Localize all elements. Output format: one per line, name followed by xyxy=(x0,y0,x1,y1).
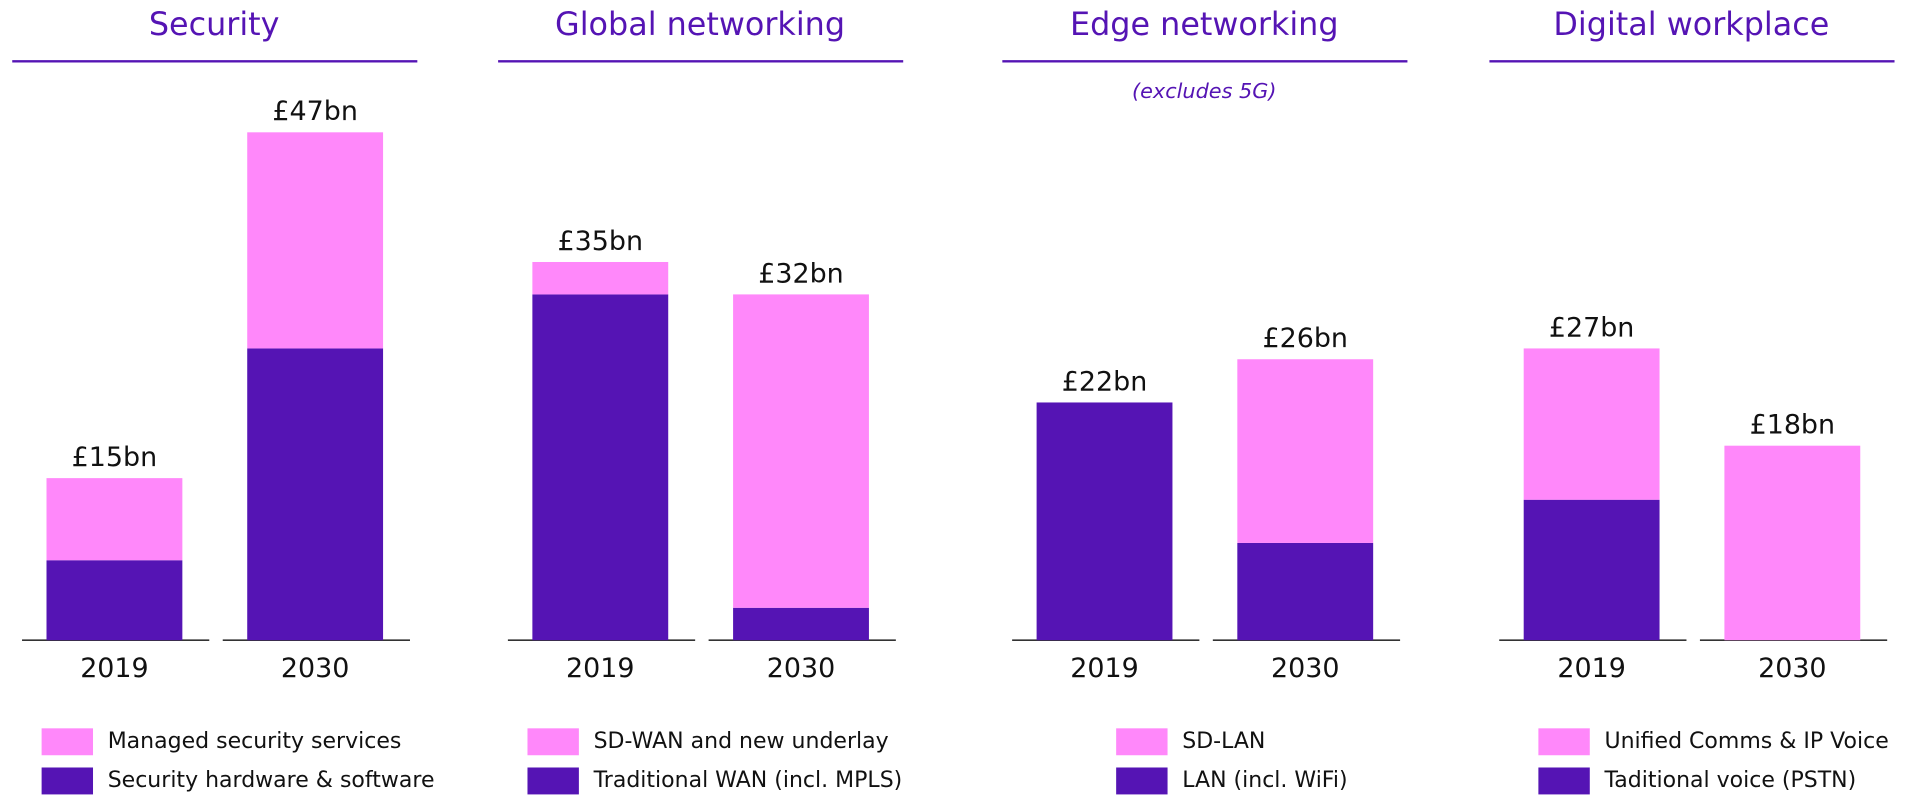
chart-title: Edge networking xyxy=(1070,5,1339,43)
legend-label: Taditional voice (PSTN) xyxy=(1603,768,1856,793)
legend-label: Traditional WAN (incl. MPLS) xyxy=(593,768,903,793)
x-tick-label: 2030 xyxy=(767,653,835,684)
legend-swatch xyxy=(41,767,94,795)
legend-swatch xyxy=(527,767,579,795)
legend-swatch xyxy=(41,728,94,756)
legend-swatch xyxy=(1116,767,1168,795)
chart-title: Digital workplace xyxy=(1553,5,1829,43)
bar-segment xyxy=(1523,348,1660,500)
legend-label: SD-WAN and new underlay xyxy=(594,729,889,754)
legend-swatch xyxy=(1116,728,1168,756)
total-label: £47bn xyxy=(272,96,358,127)
legend-label: Security hardware & software xyxy=(108,768,435,793)
total-label: £27bn xyxy=(1549,312,1634,343)
bar-segment xyxy=(1036,402,1173,641)
legend-swatch xyxy=(1538,767,1590,795)
bar-segment xyxy=(1724,445,1861,641)
bar-segment xyxy=(1237,359,1374,543)
x-tick-label: 2019 xyxy=(1557,653,1625,684)
bar-segment xyxy=(532,261,669,295)
total-label: £15bn xyxy=(72,442,158,473)
legend-swatch xyxy=(1538,728,1590,756)
legend-swatch xyxy=(527,728,579,756)
x-tick-label: 2030 xyxy=(1271,653,1339,684)
bar-segment xyxy=(733,294,869,608)
x-tick-label: 2019 xyxy=(80,653,148,684)
legend-label: Managed security services xyxy=(108,729,402,754)
bar-segment xyxy=(247,348,384,641)
subtitle: (excludes 5G) xyxy=(1132,79,1277,103)
legend-label: Unified Comms & IP Voice xyxy=(1604,729,1888,754)
total-label: £35bn xyxy=(558,226,643,257)
total-label: £18bn xyxy=(1750,410,1836,441)
bar-segment xyxy=(247,132,384,349)
x-tick-label: 2030 xyxy=(281,653,349,684)
x-tick-label: 2019 xyxy=(1070,653,1138,684)
bar-segment xyxy=(46,560,183,641)
x-tick-label: 2030 xyxy=(1758,653,1826,684)
bar-segment xyxy=(1523,499,1660,641)
bar-segment xyxy=(46,478,183,561)
total-label: £22bn xyxy=(1062,366,1148,397)
legend-label: LAN (incl. WiFi) xyxy=(1182,768,1347,793)
total-label: £26bn xyxy=(1262,323,1347,354)
bar-segment xyxy=(1237,542,1374,641)
legend-label: SD-LAN xyxy=(1182,729,1265,754)
bar-segment xyxy=(532,294,669,641)
chart-title: Global networking xyxy=(555,5,845,43)
chart-title: Security xyxy=(149,5,280,43)
total-label: £32bn xyxy=(758,258,844,289)
x-tick-label: 2019 xyxy=(566,653,634,684)
bar-segment xyxy=(733,607,869,641)
